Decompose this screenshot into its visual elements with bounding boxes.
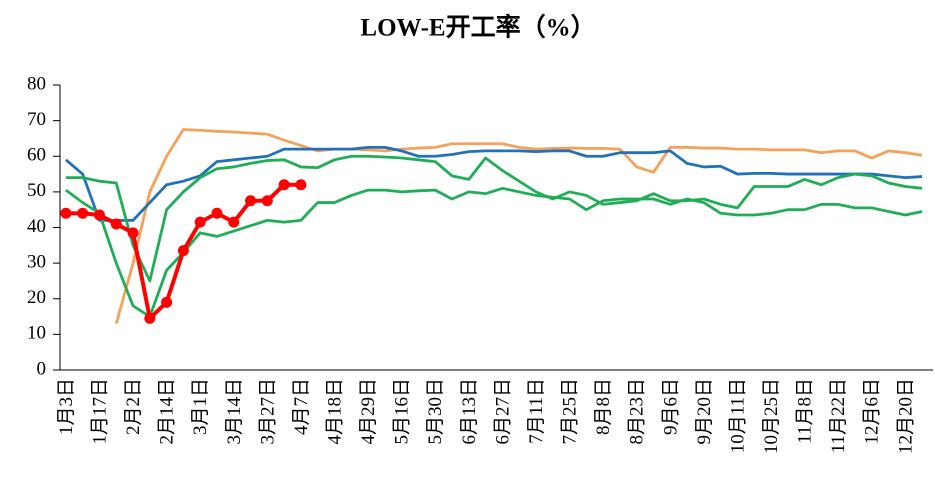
y-tick-label: 0 — [37, 358, 47, 379]
y-tick-label: 50 — [27, 180, 46, 201]
marker — [228, 216, 240, 228]
marker — [127, 227, 139, 239]
x-tick-label: 11月8日 — [795, 378, 816, 444]
marker — [245, 195, 257, 207]
series-line — [114, 128, 923, 325]
marker — [110, 218, 122, 230]
series-line — [64, 145, 923, 222]
series-line — [65, 154, 923, 283]
x-tick-label: 5月16日 — [392, 378, 413, 445]
y-tick-label: 20 — [27, 287, 46, 308]
x-tick-label: 3月27日 — [257, 378, 278, 445]
y-tick-label: 10 — [27, 323, 46, 344]
x-tick-label: 4月29日 — [358, 378, 379, 445]
x-tick-label: 1月3日 — [56, 378, 77, 435]
y-tick-label: 80 — [27, 73, 46, 94]
marker — [261, 195, 273, 207]
x-tick-label: 9月20日 — [694, 378, 715, 445]
x-tick-label: 7月11日 — [526, 378, 547, 444]
x-tick-label: 12月6日 — [862, 378, 883, 445]
x-tick-label: 2月14日 — [157, 378, 178, 445]
marker — [194, 216, 206, 228]
x-tick-label: 7月25日 — [560, 378, 581, 445]
x-tick-label: 4月7日 — [291, 378, 312, 435]
x-tick-label: 11月22日 — [828, 378, 849, 453]
y-tick-label: 70 — [27, 109, 46, 130]
x-tick-label: 6月27日 — [492, 378, 513, 445]
x-tick-label: 8月8日 — [593, 378, 614, 435]
x-tick-label: 2月2日 — [123, 378, 144, 435]
x-tick-label: 9月6日 — [660, 378, 681, 435]
x-tick-label: 3月1日 — [190, 378, 211, 435]
chart-title: LOW-E开工率（%） — [360, 13, 595, 42]
x-tick-label: 8月23日 — [627, 378, 648, 445]
marker — [77, 207, 89, 219]
y-tick-label: 60 — [27, 145, 46, 166]
marker — [144, 312, 156, 324]
x-tick-label: 3月14日 — [224, 378, 245, 445]
y-tick-label: 40 — [27, 216, 46, 237]
x-tick-label: 6月13日 — [459, 378, 480, 445]
y-tick-label: 30 — [27, 251, 46, 272]
marker — [93, 209, 105, 221]
x-tick-label: 10月11日 — [727, 378, 748, 453]
marker — [177, 245, 189, 257]
marker — [295, 179, 307, 191]
x-tick-label: 10月25日 — [761, 378, 782, 454]
x-tick-label: 12月20日 — [895, 378, 916, 454]
marker — [161, 296, 173, 308]
x-tick-label: 4月18日 — [324, 378, 345, 445]
series-line — [65, 186, 923, 318]
x-tick-label: 5月30日 — [425, 378, 446, 445]
marker — [211, 207, 223, 219]
x-tick-label: 1月17日 — [89, 378, 110, 445]
marker — [60, 207, 72, 219]
marker — [278, 179, 290, 191]
